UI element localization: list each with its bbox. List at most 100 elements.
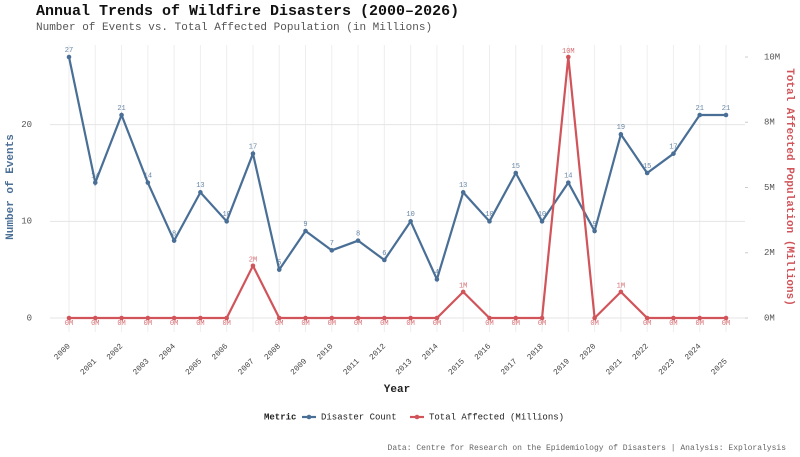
data-point bbox=[408, 219, 413, 224]
x-tick-label: 2017 bbox=[499, 357, 519, 377]
data-point bbox=[355, 238, 361, 243]
data-point bbox=[408, 315, 413, 321]
data-point bbox=[697, 112, 703, 118]
data-label: 9 bbox=[592, 221, 596, 229]
data-label: 2M bbox=[249, 257, 257, 265]
y-axis-title: Number of Events bbox=[5, 134, 17, 240]
x-tick-label: 2001 bbox=[79, 357, 99, 377]
data-label: 10 bbox=[485, 211, 493, 219]
data-label: 8 bbox=[356, 231, 360, 239]
data-point bbox=[329, 315, 335, 321]
data-label: 14 bbox=[144, 173, 152, 181]
data-label: 8 bbox=[172, 231, 176, 239]
data-label: 21 bbox=[722, 105, 730, 113]
data-point bbox=[329, 248, 335, 253]
data-label: 0M bbox=[590, 320, 598, 328]
data-label: 0M bbox=[380, 320, 388, 328]
data-point bbox=[644, 315, 650, 321]
data-point bbox=[250, 263, 256, 269]
data-point bbox=[171, 315, 177, 321]
y2-axis-title: Total Affected Population (Millions) bbox=[783, 68, 795, 306]
x-axis-title: Year bbox=[384, 384, 410, 396]
legend-label: Disaster Count bbox=[321, 412, 397, 422]
x-tick-label: 2022 bbox=[631, 342, 651, 362]
data-label: 0M bbox=[696, 320, 704, 328]
data-label: 15 bbox=[643, 163, 651, 171]
data-point bbox=[382, 257, 387, 263]
x-tick-label: 2009 bbox=[289, 357, 309, 377]
data-label: 17 bbox=[249, 144, 257, 152]
y2-tick-label: 5M bbox=[764, 183, 775, 193]
data-point bbox=[671, 151, 676, 156]
x-tick-label: 2010 bbox=[315, 342, 335, 362]
x-tick-label: 2019 bbox=[552, 357, 572, 377]
data-label: 9 bbox=[303, 221, 307, 229]
data-label: 10 bbox=[406, 211, 414, 219]
x-tick-label: 2005 bbox=[184, 357, 204, 377]
data-point bbox=[198, 315, 203, 321]
x-tick-label: 2014 bbox=[421, 342, 441, 362]
data-point bbox=[198, 190, 203, 195]
y2-tick-label: 0M bbox=[764, 313, 775, 323]
data-point bbox=[513, 315, 519, 321]
data-label: 17 bbox=[669, 144, 677, 152]
data-point bbox=[119, 315, 124, 321]
x-tick-label: 2025 bbox=[710, 357, 730, 377]
data-point bbox=[671, 315, 676, 321]
data-label: 21 bbox=[117, 105, 125, 113]
data-label: 0M bbox=[170, 320, 178, 328]
y-tick-label: 10 bbox=[21, 217, 32, 227]
data-point bbox=[382, 315, 387, 321]
data-point bbox=[171, 238, 177, 243]
data-label: 0M bbox=[722, 320, 730, 328]
data-label: 14 bbox=[564, 173, 572, 181]
data-label: 4 bbox=[435, 269, 439, 277]
x-tick-label: 2002 bbox=[105, 342, 125, 362]
caption: Data: Centre for Research on the Epidemi… bbox=[388, 444, 787, 453]
x-tick-label: 2024 bbox=[683, 342, 703, 362]
data-label: 0M bbox=[196, 320, 204, 328]
data-point bbox=[723, 315, 729, 321]
data-point bbox=[224, 315, 229, 321]
data-label: 0M bbox=[144, 320, 152, 328]
y2-tick-label: 2M bbox=[764, 248, 775, 258]
data-label: 5 bbox=[277, 260, 281, 268]
data-point bbox=[66, 54, 72, 60]
data-label: 0M bbox=[433, 320, 441, 328]
data-label: 21 bbox=[696, 105, 704, 113]
data-label: 0M bbox=[485, 320, 493, 328]
x-tick-label: 2016 bbox=[473, 342, 493, 362]
x-tick-label: 2012 bbox=[368, 342, 388, 362]
data-label: 10 bbox=[222, 211, 230, 219]
data-point bbox=[566, 180, 571, 185]
x-tick-label: 2015 bbox=[447, 357, 467, 377]
series-line bbox=[69, 56, 726, 321]
data-label: 0M bbox=[406, 320, 414, 328]
data-point bbox=[434, 315, 440, 321]
data-point bbox=[276, 267, 282, 272]
data-point bbox=[119, 112, 124, 118]
legend-dot bbox=[414, 414, 420, 420]
legend-label: Total Affected (Millions) bbox=[429, 412, 564, 422]
data-label: 0M bbox=[669, 320, 677, 328]
data-label: 14 bbox=[91, 173, 99, 181]
data-point bbox=[644, 170, 650, 176]
data-label: 0M bbox=[222, 320, 230, 328]
x-tick-label: 2008 bbox=[263, 342, 283, 362]
x-tick-label: 2013 bbox=[394, 357, 414, 377]
data-label: 0M bbox=[117, 320, 125, 328]
data-label: 1M bbox=[459, 283, 467, 291]
x-tick-label: 2004 bbox=[158, 342, 178, 362]
data-label: 15 bbox=[512, 163, 520, 171]
x-tick-label: 2003 bbox=[132, 357, 152, 377]
legend-title: Metric bbox=[264, 412, 296, 422]
data-point bbox=[66, 315, 72, 321]
data-point bbox=[566, 54, 571, 60]
data-label: 0M bbox=[538, 320, 546, 328]
x-tick-label: 2021 bbox=[605, 357, 625, 377]
y-tick-label: 20 bbox=[21, 120, 32, 130]
chart-title: Annual Trends of Wildfire Disasters (200… bbox=[36, 3, 459, 20]
data-point bbox=[303, 315, 308, 321]
data-point bbox=[723, 112, 729, 118]
